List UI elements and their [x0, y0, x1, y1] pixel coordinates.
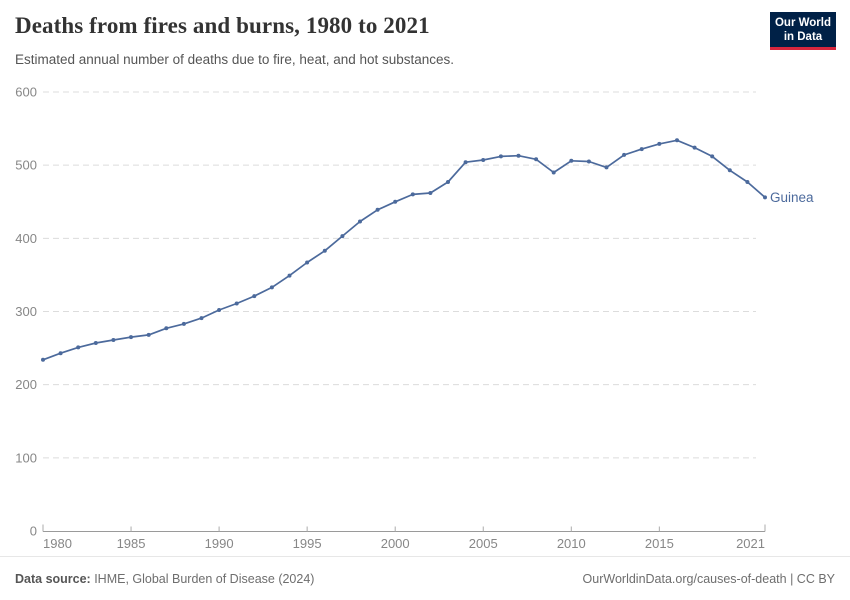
data-point-1982	[76, 345, 81, 350]
y-axis-label-100: 100	[15, 450, 37, 465]
data-point-2014	[639, 147, 644, 152]
x-axis-label-1990: 1990	[205, 536, 234, 551]
chart-footer: Data source: IHME, Global Burden of Dise…	[0, 556, 850, 600]
data-point-1988	[181, 321, 186, 326]
credit-text: OurWorldinData.org/causes-of-death | CC …	[583, 572, 835, 586]
data-point-2009	[551, 170, 556, 175]
data-source-text: Data source: IHME, Global Burden of Dise…	[15, 572, 314, 586]
data-point-2017	[692, 145, 697, 150]
data-point-1981	[58, 351, 63, 356]
data-point-2005	[481, 158, 486, 162]
x-axis-label-2021: 2021	[736, 536, 765, 551]
y-axis-label-0: 0	[30, 524, 37, 539]
data-point-1980	[41, 357, 45, 362]
data-point-2002	[428, 191, 433, 195]
data-point-1983	[93, 341, 98, 345]
y-axis-label-500: 500	[15, 158, 37, 173]
data-point-2018	[710, 154, 715, 159]
data-point-1997	[340, 234, 345, 239]
y-axis-label-300: 300	[15, 304, 37, 319]
owid-logo[interactable]: Our World in Data	[770, 12, 836, 50]
data-point-1984	[111, 338, 116, 342]
data-point-1991	[234, 301, 239, 306]
data-point-1989	[199, 316, 204, 321]
x-axis-label-2005: 2005	[469, 536, 498, 551]
data-point-1990	[217, 308, 222, 312]
data-point-2019	[727, 168, 732, 173]
data-point-2020	[745, 180, 750, 184]
data-point-2013	[622, 152, 627, 157]
credit-link[interactable]: OurWorldinData.org/causes-of-death	[582, 571, 787, 586]
data-point-2016	[675, 138, 679, 143]
data-point-2004	[463, 160, 468, 165]
y-axis-label-400: 400	[15, 231, 37, 246]
data-point-2010	[569, 158, 574, 163]
data-point-2001	[410, 192, 415, 197]
data-point-1986	[146, 332, 151, 337]
x-axis-label-2000: 2000	[381, 536, 410, 551]
owid-logo-line1: Our World	[774, 17, 831, 29]
data-point-1993	[269, 285, 274, 290]
data-point-2003	[446, 180, 450, 184]
data-point-2015	[657, 141, 662, 146]
y-axis-label-200: 200	[15, 377, 37, 392]
x-axis-label-1995: 1995	[293, 536, 322, 551]
data-source-label: Data source:	[15, 571, 91, 586]
page-subtitle: Estimated annual number of deaths due to…	[15, 52, 455, 67]
data-point-2008	[534, 157, 539, 162]
data-point-1999	[375, 207, 380, 212]
data-point-2007	[516, 153, 521, 158]
owid-logo-line2: in Data	[783, 31, 823, 43]
data-point-1998	[358, 219, 362, 224]
y-axis-label-600: 600	[15, 85, 37, 100]
data-point-2011	[586, 159, 591, 164]
data-point-1995	[305, 260, 310, 265]
data-point-2000	[393, 199, 398, 204]
series-label-guinea: Guinea	[770, 190, 814, 205]
data-source-value: IHME, Global Burden of Disease (2024)	[90, 571, 315, 586]
data-point-1987	[164, 326, 169, 331]
data-point-1996	[322, 248, 327, 253]
x-axis-label-2015: 2015	[645, 536, 674, 551]
data-point-1992	[252, 294, 257, 299]
page-title: Deaths from fires and burns, 1980 to 202…	[15, 13, 430, 38]
data-point-1994	[287, 273, 292, 278]
x-axis-label-2010: 2010	[557, 536, 586, 551]
data-point-1985	[129, 335, 133, 340]
data-point-2006	[498, 154, 503, 159]
credit-license: | CC BY	[786, 571, 835, 586]
x-axis-label-1980: 1980	[43, 536, 72, 551]
data-point-2012	[604, 165, 609, 170]
data-line-guinea	[42, 139, 766, 361]
data-point-2021	[763, 195, 767, 200]
x-axis-label-1985: 1985	[117, 536, 146, 551]
